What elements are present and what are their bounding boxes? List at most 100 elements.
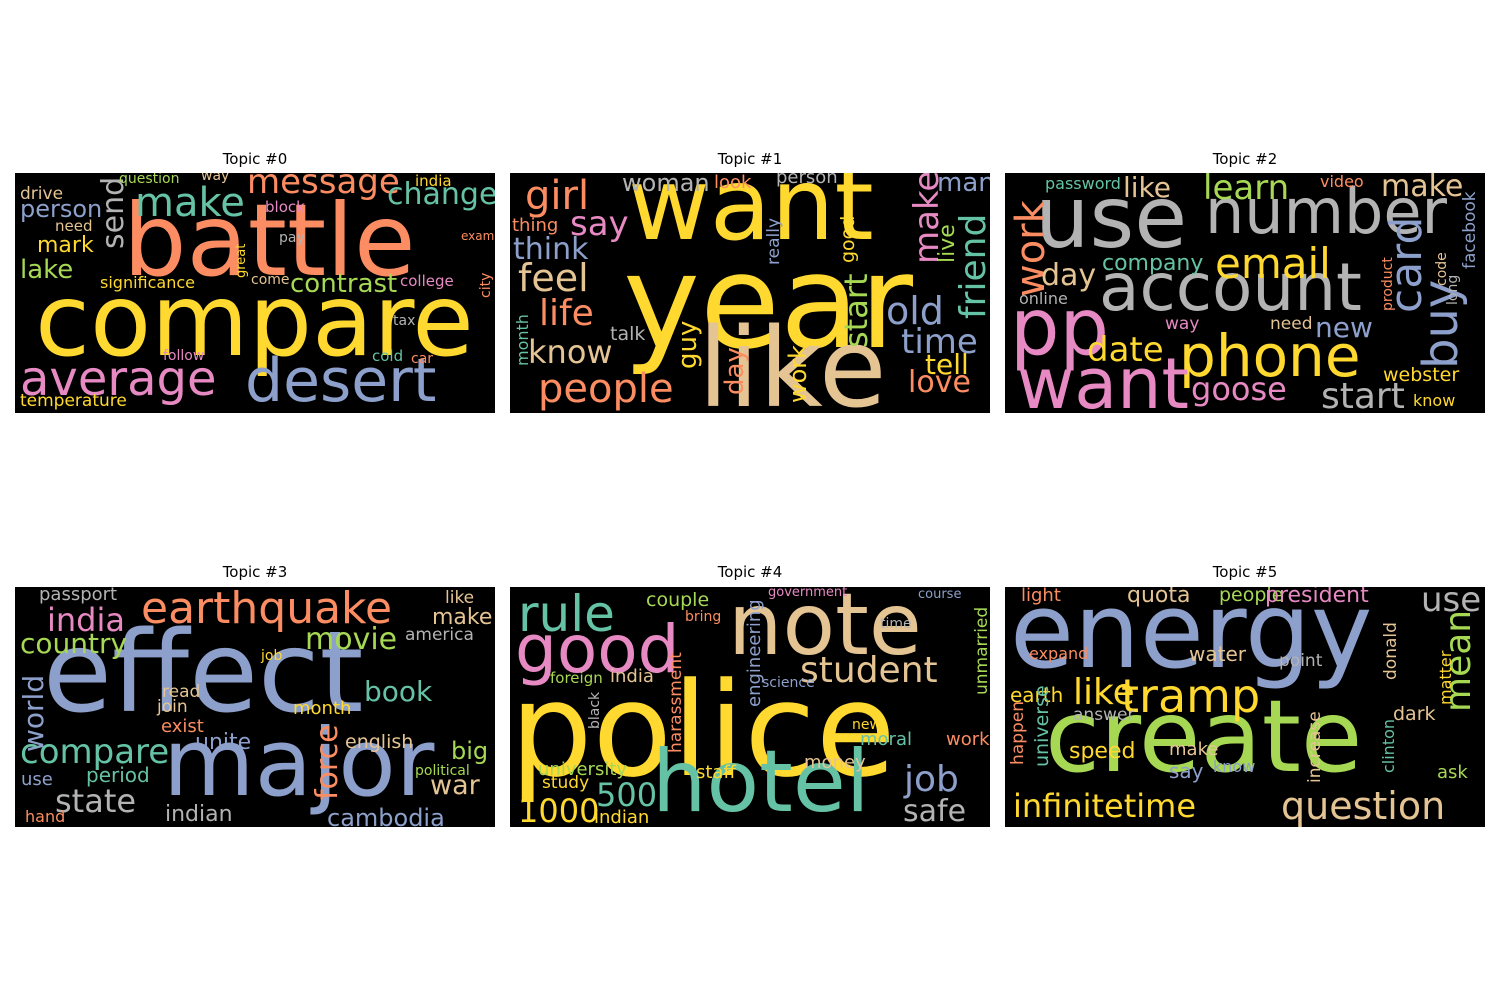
- topic-0-word: send: [96, 176, 131, 249]
- topic-4-word: safe: [903, 794, 967, 827]
- topic-1-word: good: [837, 215, 859, 263]
- topic-3-word: book: [364, 675, 433, 708]
- topic-4-word: money: [804, 752, 866, 773]
- topic-0-word: question: [119, 173, 180, 187]
- topic-4-word: study: [542, 773, 590, 793]
- topic-5-word: tramp: [1121, 669, 1261, 723]
- topic-1-word: day: [720, 347, 750, 395]
- topic-5-word: light: [1021, 587, 1061, 606]
- topic-1-word: want: [628, 173, 874, 263]
- topic-3-word: read: [162, 682, 201, 702]
- topic-5-word: use: [1421, 587, 1482, 620]
- topic-4-word: time: [880, 616, 912, 632]
- topic-5-word: donald: [1381, 622, 1401, 680]
- topic-2-word: want: [1017, 343, 1189, 413]
- topic-4-word: bring: [685, 609, 722, 625]
- topic-2-wordcloud: use number account phone want pp work password l…: [1005, 173, 1485, 413]
- topic-3-word: war: [430, 770, 480, 801]
- topic-0-word: need: [55, 217, 93, 235]
- topic-3-word: hand: [25, 807, 66, 826]
- topic-5-word: answer: [1073, 705, 1135, 725]
- topic-0-word: desert: [245, 346, 437, 413]
- topic-5-word: people: [1219, 587, 1284, 606]
- topic-1-word: girl: [525, 173, 590, 219]
- topic-0-word: cold: [372, 347, 404, 365]
- topic-0-word: battle: [123, 182, 416, 299]
- topic-0-word: great: [234, 243, 249, 278]
- topic-4-word: university: [538, 759, 628, 780]
- topic-4-word: course: [918, 587, 962, 602]
- topic-0-word: pay: [279, 230, 305, 246]
- topic-0-word: college: [400, 272, 454, 290]
- topic-2-word: learn: [1203, 173, 1290, 208]
- topic-4-word: government: [768, 587, 848, 600]
- topic-1-word: people: [538, 366, 674, 412]
- topic-1-wordcloud: want year like girl woman look person man make li…: [510, 173, 990, 413]
- topic-4-word: moral: [860, 729, 912, 750]
- topic-4-word: police: [510, 654, 896, 806]
- topic-2-word: date: [1087, 330, 1164, 370]
- topic-3-word: exist: [161, 716, 204, 737]
- topic-4-word: couple: [646, 589, 710, 611]
- topic-5-word: expand: [1029, 644, 1089, 663]
- topic-0-word: drive: [20, 184, 64, 204]
- topic-1-word: thing: [512, 215, 559, 236]
- topic-3-word: job: [261, 648, 283, 664]
- topic-2-word: number: [1205, 175, 1447, 248]
- topic-3-word: state: [55, 782, 137, 820]
- topic-4-word: work: [946, 729, 990, 750]
- topic-4-title: Topic #4: [717, 563, 783, 581]
- topic-5-word: make: [1169, 739, 1219, 760]
- topic-0-word: follow: [163, 348, 205, 364]
- topic-1-word: friend: [953, 213, 990, 319]
- topic-3-word: cambodia: [327, 804, 445, 827]
- topic-2-word: product: [1380, 257, 1396, 311]
- topic-0-word: average: [20, 351, 217, 407]
- topic-2-word: account: [1099, 249, 1362, 326]
- topic-1-word: talk: [610, 323, 646, 345]
- topic-0-word: come: [251, 272, 290, 288]
- topic-0-word: contrast: [290, 269, 398, 299]
- topic-4-word: 500: [596, 776, 658, 814]
- topic-2-word: facebook: [1460, 191, 1480, 269]
- topic-3-word: political: [415, 763, 470, 779]
- topic-2-word: goose: [1191, 370, 1287, 408]
- topic-1-word: month: [513, 314, 532, 366]
- topic-0-word: city: [478, 272, 494, 298]
- topic-0-word: exam: [461, 229, 495, 243]
- topic-3-word: country: [20, 627, 128, 660]
- topic-3-word: period: [86, 763, 150, 787]
- topic-2-word: email: [1215, 239, 1331, 288]
- topic-3-word: america: [405, 625, 474, 645]
- topic-3-word: earthquake: [141, 587, 393, 634]
- topic-1-word: think: [513, 232, 589, 267]
- topic-5-word: infinitetime: [1013, 787, 1197, 825]
- topic-1-word: say: [570, 204, 629, 244]
- topic-0-word: car: [411, 351, 434, 367]
- topic-0-word: significance: [100, 273, 195, 292]
- topic-3-word: force: [310, 724, 345, 800]
- topic-0-word: compare: [35, 262, 474, 379]
- topic-4-word: hotel: [652, 732, 870, 827]
- topic-2-word: long: [1445, 274, 1461, 305]
- topic-3-word: english: [345, 731, 414, 753]
- topic-2-title: Topic #2: [1212, 150, 1278, 168]
- topic-0-word: lake: [20, 255, 74, 285]
- topic-1-word: tell: [925, 348, 969, 381]
- topic-0-wordcloud: battle compare desert average make message cha…: [15, 173, 495, 413]
- topic-5-word: quota: [1127, 587, 1191, 608]
- topic-4-word: new: [852, 717, 881, 733]
- topic-2-word: day: [1041, 258, 1097, 293]
- topic-4-word: indian: [594, 807, 650, 827]
- topic-0-word: change: [387, 177, 495, 212]
- topic-4-word: india: [610, 666, 654, 687]
- topic-4-word: good: [515, 611, 680, 688]
- topic-1-word: life: [539, 293, 594, 334]
- topic-0-word: tax: [393, 313, 416, 329]
- topic-5-word: like: [1073, 672, 1135, 713]
- topic-5-word: question: [1281, 784, 1446, 827]
- topic-3-word: big: [451, 737, 489, 765]
- topic-4-word: black: [587, 691, 603, 729]
- topic-1-word: know: [528, 333, 613, 371]
- topic-4-word: student: [800, 650, 938, 691]
